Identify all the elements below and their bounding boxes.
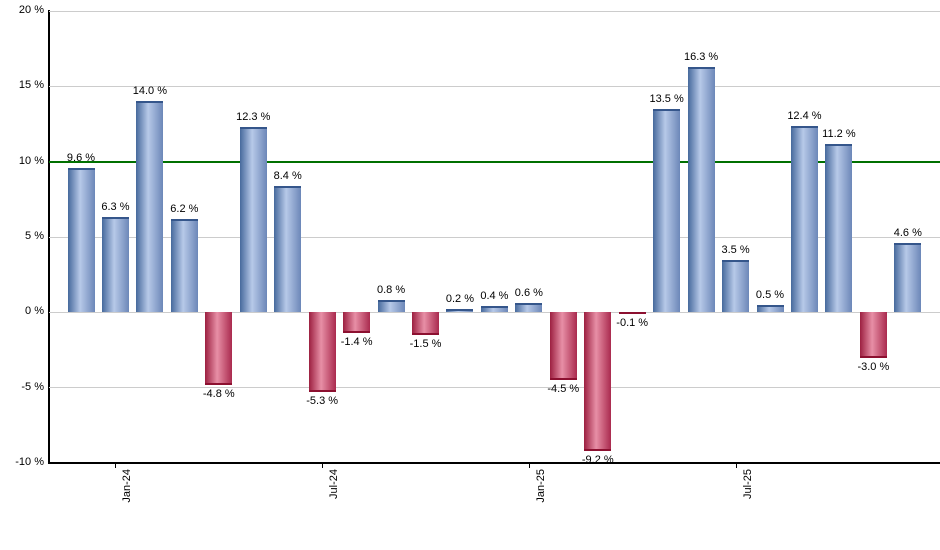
bar-value-label: 0.8 % <box>376 284 406 297</box>
bar-21 <box>756 304 784 313</box>
bar-value-label: 14.0 % <box>132 85 168 98</box>
bar-4 <box>170 218 198 313</box>
x-axis-tick <box>115 463 117 468</box>
bar-value-label: -1.5 % <box>409 337 442 350</box>
bar-6 <box>239 127 267 313</box>
bar-value-label: -4.5 % <box>547 383 580 396</box>
bar-7 <box>274 185 302 313</box>
y-axis-tick-label: -10 % <box>15 456 44 468</box>
bar-value-label: 12.3 % <box>236 111 271 123</box>
bar-value-label: 12.4 % <box>787 109 822 122</box>
x-axis-tick-label: Jan-25 <box>534 469 547 503</box>
bar-value-label: 0.2 % <box>445 293 475 306</box>
bar-value-label: 6.3 % <box>101 201 130 214</box>
bar-value-label: 4.6 % <box>893 227 922 240</box>
bar-value-label: -0.1 % <box>616 316 649 329</box>
bar-18 <box>653 108 681 313</box>
gridline-15pct <box>49 85 940 87</box>
bar-2 <box>101 217 129 313</box>
bar-5 <box>205 312 233 385</box>
y-axis-tick-label: 10 % <box>18 154 44 167</box>
bar-value-label: -5.3 % <box>306 395 339 408</box>
bar-value-label: 8.4 % <box>273 169 302 182</box>
x-axis-tick <box>735 463 737 468</box>
x-axis-tick-label: Jul-25 <box>741 469 754 499</box>
bar-value-label: 13.5 % <box>649 92 684 105</box>
bar-23 <box>825 143 853 313</box>
bar-value-label: 0.4 % <box>480 290 509 303</box>
bar-17 <box>618 312 646 315</box>
y-axis-tick-label: 5 % <box>25 230 44 242</box>
bar-value-label: 6.2 % <box>170 202 199 215</box>
bar-value-label: 9.6 % <box>66 151 96 164</box>
bar-8 <box>308 312 336 393</box>
gridline-20pct <box>49 10 940 12</box>
y-axis-tick-label: 20 % <box>18 4 44 16</box>
bar-13 <box>480 306 508 313</box>
bar-value-label: 16.3 % <box>683 50 719 63</box>
bar-3 <box>136 101 164 313</box>
bar-24 <box>859 312 887 358</box>
reference-line-10pct <box>49 160 940 163</box>
bar-value-label: -9.2 % <box>581 453 614 466</box>
bar-value-label: -3.0 % <box>857 360 890 373</box>
x-axis-line <box>48 462 940 464</box>
x-axis-tick-label: Jul-24 <box>328 469 341 499</box>
bar-19 <box>687 66 715 313</box>
x-axis-tick <box>322 463 324 468</box>
y-axis-tick-label: 0 % <box>25 305 44 318</box>
bar-16 <box>584 312 612 451</box>
bar-20 <box>722 259 750 313</box>
bar-10 <box>377 300 405 313</box>
bar-22 <box>790 125 818 313</box>
bar-value-label: 0.5 % <box>755 288 785 301</box>
bar-value-label: 0.6 % <box>514 287 543 300</box>
bar-value-label: 11.2 % <box>822 127 856 140</box>
bar-12 <box>446 309 474 313</box>
x-axis-tick-label: Jan-24 <box>121 469 134 503</box>
gridline-0pct <box>49 311 940 313</box>
bar-1 <box>67 167 95 313</box>
gridline-5pct <box>49 236 940 238</box>
y-axis-tick-label: -5 % <box>21 380 44 393</box>
bar-9 <box>343 312 371 334</box>
bar-14 <box>515 303 543 313</box>
bar-value-label: -1.4 % <box>340 336 373 349</box>
bar-value-label: -4.8 % <box>202 387 235 400</box>
bar-value-label: 3.5 % <box>721 243 750 256</box>
gridline--5pct <box>49 387 940 389</box>
bar-15 <box>549 312 577 381</box>
x-axis-tick <box>528 463 530 468</box>
bar-25 <box>894 243 922 313</box>
bar-11 <box>412 312 439 335</box>
y-axis-tick-label: 15 % <box>18 79 44 92</box>
